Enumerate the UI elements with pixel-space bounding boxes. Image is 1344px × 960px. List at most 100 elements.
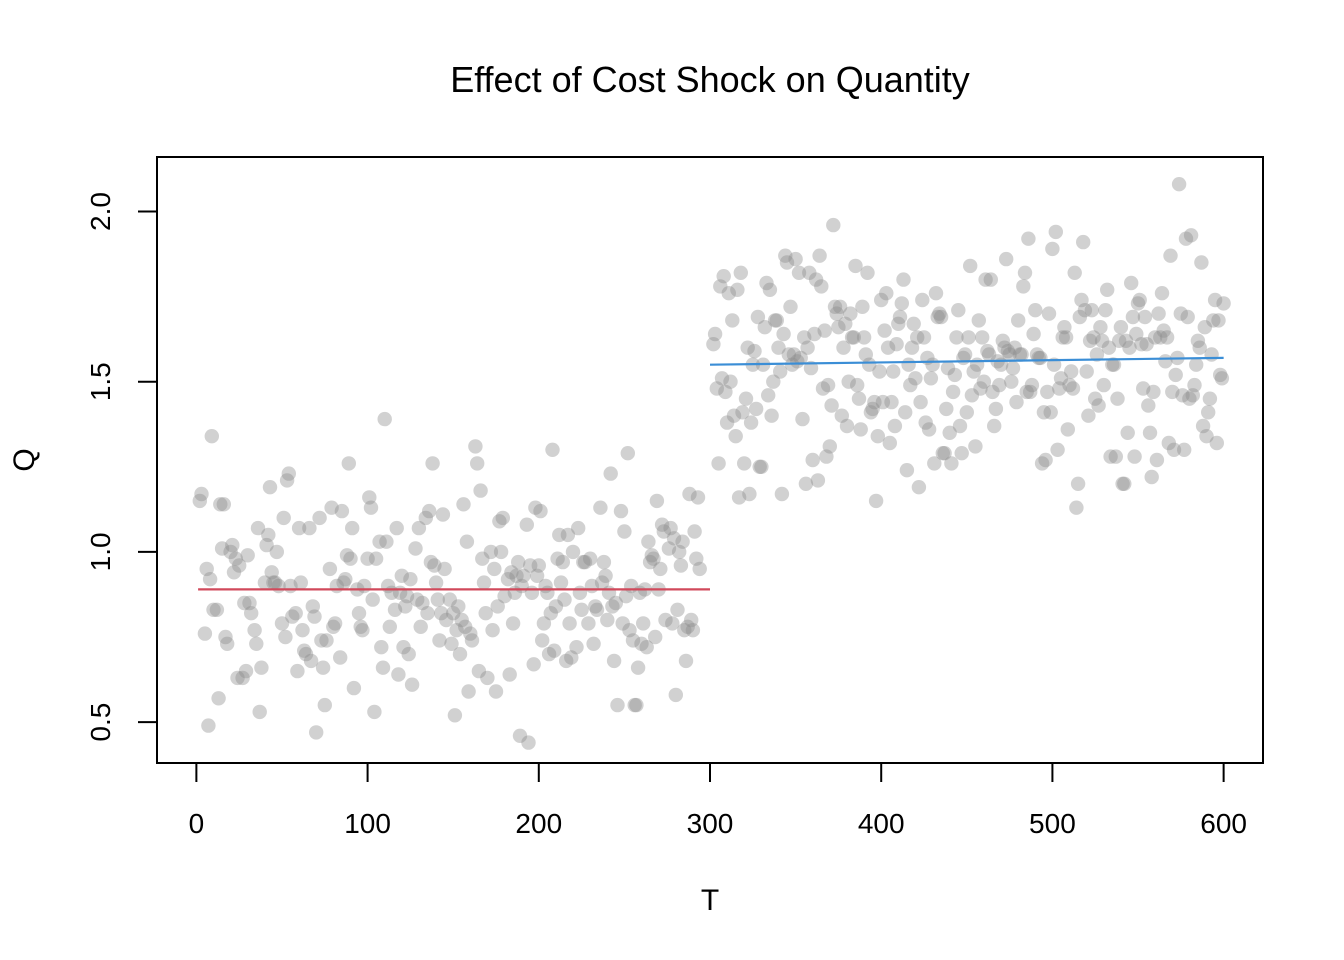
data-point	[735, 405, 750, 420]
data-point	[451, 599, 466, 614]
data-point	[945, 384, 961, 400]
data-point	[492, 514, 507, 529]
data-point	[797, 330, 812, 345]
data-point	[576, 554, 591, 570]
data-point	[1204, 347, 1219, 362]
data-point	[461, 684, 476, 699]
data-point	[404, 677, 420, 692]
data-point	[434, 606, 449, 621]
data-point	[947, 367, 962, 383]
data-point	[327, 616, 343, 631]
data-point	[709, 381, 724, 396]
data-point	[636, 616, 651, 631]
data-point	[555, 554, 570, 570]
data-point	[800, 340, 815, 355]
data-point	[279, 473, 295, 488]
data-point	[307, 609, 322, 624]
data-point	[868, 493, 884, 509]
data-point	[839, 418, 855, 434]
y-tick-label: 0.5	[85, 703, 116, 742]
data-point	[1182, 391, 1197, 406]
data-point	[680, 619, 695, 634]
data-point	[951, 303, 966, 318]
data-point	[730, 282, 745, 297]
data-point	[487, 561, 502, 577]
data-point	[1141, 398, 1156, 413]
data-point	[750, 309, 766, 325]
data-point	[608, 595, 623, 611]
data-point	[1086, 330, 1101, 345]
data-point	[762, 282, 778, 297]
data-point	[1206, 313, 1221, 328]
data-point	[627, 697, 642, 713]
data-point	[1100, 282, 1115, 297]
data-point	[677, 623, 692, 638]
data-point	[1098, 303, 1113, 318]
data-point	[1195, 418, 1211, 434]
data-point	[483, 544, 499, 560]
data-point	[1017, 265, 1033, 280]
data-point	[202, 572, 218, 587]
data-point	[394, 568, 409, 583]
data-point	[653, 561, 668, 577]
data-point	[266, 575, 281, 590]
data-point	[731, 490, 747, 505]
data-point	[1136, 381, 1151, 396]
data-point	[1065, 381, 1081, 396]
data-point	[519, 517, 534, 532]
data-point	[521, 735, 536, 750]
data-point	[1199, 429, 1214, 444]
data-point	[225, 537, 240, 553]
data-point	[642, 554, 658, 570]
data-point	[889, 337, 904, 352]
data-point	[574, 602, 589, 617]
data-point	[807, 326, 822, 342]
data-point	[425, 456, 440, 471]
data-point	[940, 360, 956, 376]
data-point	[1147, 330, 1163, 345]
data-point	[439, 612, 454, 628]
data-point	[1058, 330, 1074, 345]
data-point	[500, 572, 516, 587]
data-point	[673, 558, 689, 573]
data-point	[1004, 374, 1019, 389]
data-point	[396, 640, 411, 655]
data-point	[276, 510, 291, 526]
data-point	[992, 377, 1007, 393]
data-point	[1180, 309, 1195, 325]
data-point	[1124, 275, 1139, 291]
data-point	[524, 585, 540, 600]
data-point	[391, 667, 406, 682]
x-tick-label: 0	[189, 808, 205, 839]
data-point	[333, 650, 348, 665]
data-point	[261, 527, 276, 543]
data-point	[952, 418, 968, 434]
data-point	[269, 544, 284, 560]
data-point	[644, 548, 659, 563]
data-point	[903, 377, 918, 393]
data-point	[523, 558, 538, 573]
data-point	[779, 255, 795, 270]
data-point	[594, 575, 610, 590]
data-point	[884, 394, 899, 410]
data-point	[531, 558, 546, 573]
data-point	[785, 357, 800, 372]
data-point	[201, 718, 216, 733]
data-point	[788, 251, 803, 267]
data-point	[197, 626, 213, 641]
data-point	[826, 217, 841, 233]
data-point	[963, 258, 978, 274]
x-axis-label: T	[701, 884, 719, 917]
data-point	[658, 612, 673, 628]
data-point	[1178, 231, 1194, 246]
data-point	[257, 575, 273, 590]
data-point	[713, 279, 728, 294]
data-point	[485, 623, 500, 638]
data-point	[1101, 340, 1117, 355]
data-point	[293, 575, 308, 590]
data-point	[690, 490, 706, 505]
data-point	[577, 554, 593, 570]
chart-title: Effect of Cost Shock on Quantity	[450, 59, 970, 100]
data-point	[827, 299, 843, 314]
